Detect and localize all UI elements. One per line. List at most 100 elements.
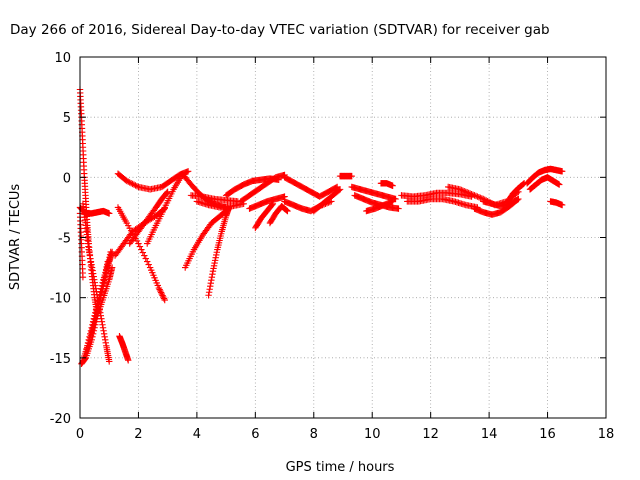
data-point <box>282 206 290 214</box>
y-tick-label: -5 <box>58 232 71 247</box>
data-point <box>95 298 103 305</box>
series-arc-40 <box>526 174 563 193</box>
data-point <box>142 255 149 262</box>
series-arc-28 <box>336 172 355 180</box>
data-point <box>106 210 113 217</box>
data-point <box>106 358 113 365</box>
data-point <box>92 313 99 320</box>
data-point <box>389 198 396 205</box>
x-tick-label: 10 <box>364 427 381 442</box>
y-tick-label: -20 <box>50 412 71 427</box>
x-tick-label: 4 <box>193 427 201 442</box>
data-point <box>459 187 467 194</box>
data-point <box>82 348 90 356</box>
data-point <box>125 178 132 185</box>
data-point <box>477 194 484 201</box>
data-point <box>88 328 95 335</box>
data-point <box>98 286 106 293</box>
data-point <box>135 240 142 247</box>
data-point <box>126 179 133 186</box>
data-point <box>160 293 167 301</box>
data-point <box>130 181 138 188</box>
series-arc-9 <box>116 332 132 364</box>
series-arc-18 <box>193 198 247 211</box>
data-point <box>79 274 87 281</box>
data-point <box>468 190 475 198</box>
series-arc-38 <box>503 180 528 208</box>
data-point <box>94 304 101 311</box>
data-point <box>89 325 96 332</box>
data-point <box>85 336 92 343</box>
series-arc-19 <box>187 192 241 205</box>
data-point <box>138 246 145 253</box>
data-point <box>84 342 91 349</box>
x-tick-label: 16 <box>539 427 556 442</box>
series-arc-36 <box>471 195 522 218</box>
data-point <box>155 284 163 292</box>
data-point <box>514 196 521 203</box>
data-point <box>458 186 465 194</box>
series-arc-30 <box>351 192 402 212</box>
series-arc-14 <box>144 171 186 247</box>
data-point <box>462 188 469 195</box>
data-point <box>127 180 135 187</box>
data-point <box>158 290 166 298</box>
data-point <box>471 192 478 199</box>
tick-layer: 0 2 4 6 8 10 12 14 16 18 -20 -15 -10 -5 0 5 10 <box>50 51 615 442</box>
data-point <box>335 187 343 194</box>
data-point <box>95 301 102 308</box>
series-arc-39 <box>523 165 566 187</box>
data-point <box>520 180 527 188</box>
series-arc-16 <box>182 207 230 271</box>
y-tick-label: 0 <box>63 171 71 186</box>
data-point <box>478 195 486 202</box>
series-arc-23 <box>266 203 291 227</box>
data-point <box>336 186 344 193</box>
data-point <box>348 172 355 180</box>
series-arc-41 <box>547 198 566 209</box>
x-tick-label: 8 <box>310 427 318 442</box>
x-axis-label: GPS time / hours <box>286 460 395 475</box>
series-arc-31 <box>363 198 396 215</box>
x-tick-label: 2 <box>134 427 142 442</box>
y-tick-label: 5 <box>63 111 71 126</box>
data-point <box>136 243 144 250</box>
data-point <box>161 296 168 304</box>
data-point <box>163 189 171 196</box>
data-point <box>145 261 152 268</box>
data-point <box>284 207 291 215</box>
data-point <box>475 193 483 201</box>
data-point <box>156 286 163 293</box>
data-point <box>84 339 92 346</box>
data-point <box>515 195 522 203</box>
data-point <box>159 292 166 299</box>
data-point <box>144 258 151 265</box>
data-point <box>139 249 147 256</box>
data-point <box>157 287 164 295</box>
data-point <box>395 205 402 212</box>
x-tick-label: 18 <box>598 427 615 442</box>
data-point <box>93 307 101 314</box>
x-tick-label: 12 <box>422 427 439 442</box>
data-point <box>97 289 105 296</box>
data-point <box>104 258 111 265</box>
data-point <box>558 168 566 175</box>
y-tick-label: -10 <box>50 292 71 307</box>
x-tick-label: 14 <box>481 427 498 442</box>
data-point <box>558 201 566 209</box>
y-tick-label: -15 <box>50 352 71 367</box>
data-point <box>99 283 106 290</box>
data-point <box>519 181 526 188</box>
data-point <box>125 357 132 364</box>
series-arc-24 <box>246 193 288 212</box>
data-point <box>472 192 480 200</box>
data-point <box>83 345 90 353</box>
data-point <box>96 295 103 302</box>
data-point <box>108 264 116 271</box>
data-point <box>465 189 472 197</box>
x-tick-label: 6 <box>251 427 259 442</box>
data-point <box>466 190 474 197</box>
data-point <box>90 319 98 326</box>
series-arc-22 <box>252 200 277 232</box>
